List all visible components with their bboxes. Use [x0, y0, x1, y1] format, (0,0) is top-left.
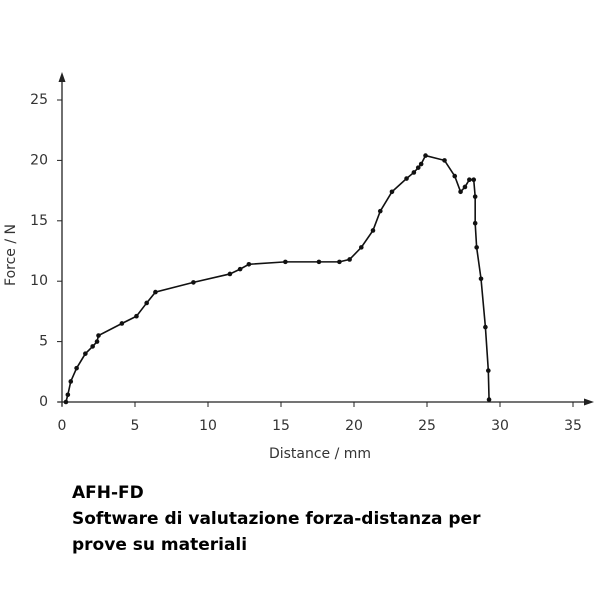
data-point [486, 397, 492, 402]
data-point [359, 245, 364, 250]
x-tick-label: 0 [58, 418, 67, 434]
data-line [65, 154, 490, 403]
x-tick-label: 35 [564, 418, 582, 434]
data-point [283, 259, 288, 265]
x-tick-label: 10 [199, 418, 217, 434]
data-point [472, 194, 478, 199]
data-point [191, 280, 196, 285]
data-point [389, 189, 395, 195]
x-arrow [584, 398, 594, 406]
data-point [418, 161, 424, 167]
data-point [134, 313, 139, 319]
data-point [153, 289, 158, 295]
data-point [483, 324, 488, 330]
x-tick-label: 5 [131, 418, 140, 434]
data-point [411, 170, 417, 175]
data-point [119, 321, 125, 326]
x-tick-label: 20 [345, 418, 363, 434]
y-tick-label: 5 [39, 334, 48, 350]
data-point [316, 259, 322, 265]
y-tick-label: 20 [30, 152, 48, 168]
data-point [486, 368, 491, 373]
data-point [478, 276, 484, 282]
data-point [90, 344, 95, 349]
data-point [83, 351, 88, 356]
y-arrow [58, 72, 66, 82]
data-point [452, 173, 458, 179]
y-tick-label: 25 [30, 92, 48, 108]
data-point [467, 177, 472, 183]
y-tick-label: 0 [39, 394, 48, 410]
caption-title: AFH-FD [72, 483, 144, 503]
data-point [415, 165, 421, 170]
data-point [404, 176, 409, 181]
data-point [227, 271, 233, 277]
data-point [474, 245, 479, 250]
data-point [63, 399, 69, 405]
x-tick-label: 25 [418, 418, 436, 434]
data-point [471, 177, 477, 183]
data-point [237, 266, 243, 272]
x-axis-label: Distance / mm [269, 446, 371, 462]
data-point [347, 257, 352, 262]
data-point [423, 153, 428, 158]
data-point [472, 220, 478, 226]
y-tick-label: 10 [30, 273, 48, 289]
data-point [68, 379, 74, 384]
data-point [462, 184, 468, 190]
x-tick-label: 30 [491, 418, 509, 434]
data-point [246, 261, 252, 267]
data-point [144, 300, 149, 306]
data-point [96, 333, 101, 338]
axes [58, 78, 588, 406]
data-point [65, 392, 71, 398]
y-tick-label: 15 [30, 213, 48, 229]
caption-line: prove su materiali [72, 535, 247, 555]
data-point [370, 228, 376, 233]
x-tick-label: 15 [272, 418, 290, 434]
caption-line: Software di valutazione forza-distanza p… [72, 509, 481, 529]
data-point [377, 208, 383, 214]
data-point [94, 339, 100, 344]
data-point [74, 365, 79, 371]
y-axis-label: Force / N [3, 224, 19, 286]
data-point [337, 259, 342, 265]
data-point [442, 158, 447, 163]
data-point [458, 189, 463, 195]
